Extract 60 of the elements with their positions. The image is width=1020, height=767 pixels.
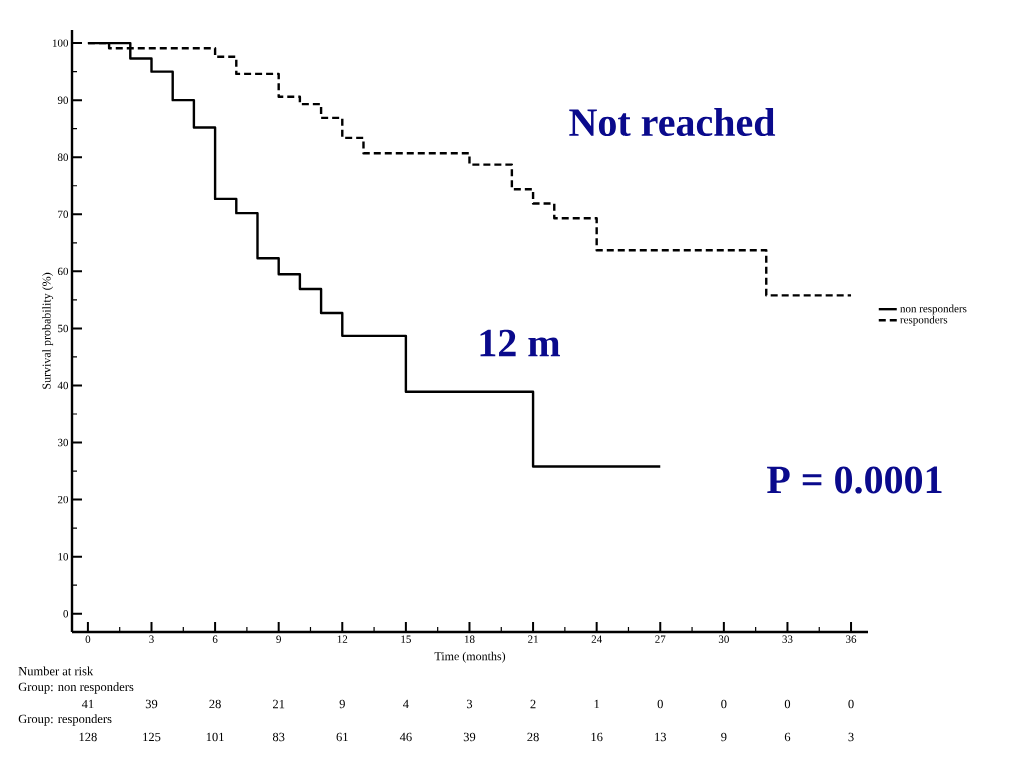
text: 39 bbox=[463, 732, 476, 742]
text: 125 bbox=[143, 732, 161, 742]
text: 9 bbox=[339, 699, 345, 709]
y-tick-label: 100 bbox=[52, 39, 69, 47]
text: 4 bbox=[403, 699, 409, 709]
y-tick-label: 30 bbox=[58, 438, 69, 447]
y-tick-label: 70 bbox=[58, 210, 69, 219]
y-tick-label: 40 bbox=[57, 381, 69, 390]
legend-label: non responders bbox=[900, 304, 967, 315]
text: Group: non responders bbox=[18, 682, 134, 694]
legend-label: responders bbox=[900, 315, 948, 326]
y-tick-label: 90 bbox=[57, 96, 69, 104]
text: 128 bbox=[79, 732, 97, 742]
y-tick-label: 80 bbox=[57, 153, 69, 161]
x-tick-label: 30 bbox=[718, 635, 729, 643]
x-tick-label: 0 bbox=[85, 635, 91, 643]
text: 83 bbox=[272, 732, 285, 742]
x-tick-label: 33 bbox=[782, 635, 793, 643]
annotation: Not reached bbox=[569, 107, 776, 137]
x-tick-label: 24 bbox=[591, 635, 602, 643]
text: 101 bbox=[206, 732, 224, 742]
x-tick-label: 6 bbox=[212, 635, 218, 643]
text: 3 bbox=[466, 699, 473, 709]
y-tick-label: 0 bbox=[63, 610, 69, 618]
annotation: 12 m bbox=[480, 329, 560, 357]
x-tick-label: 18 bbox=[464, 635, 475, 643]
text: 9 bbox=[721, 732, 727, 742]
x-tick-label: 21 bbox=[528, 635, 538, 643]
text: 16 bbox=[591, 732, 603, 742]
x-tick-label: 9 bbox=[276, 635, 281, 643]
text: 0 bbox=[721, 699, 727, 709]
y-axis-title: Survival probability (%) bbox=[42, 272, 54, 389]
x-tick-label: 27 bbox=[655, 635, 666, 643]
text: 6 bbox=[784, 732, 791, 742]
y-tick-label: 50 bbox=[58, 324, 69, 333]
x-tick-label: 12 bbox=[337, 635, 348, 643]
x-tick-label: 15 bbox=[401, 635, 411, 643]
text: 0 bbox=[657, 699, 663, 709]
text: 13 bbox=[655, 732, 667, 742]
x-axis-title: Time (months) bbox=[434, 651, 506, 663]
x-tick-label: 36 bbox=[846, 635, 857, 643]
text: 0 bbox=[848, 699, 854, 709]
text: 41 bbox=[81, 699, 94, 709]
text: 46 bbox=[399, 732, 412, 742]
y-tick-label: 10 bbox=[58, 552, 69, 561]
text: 1 bbox=[594, 699, 600, 709]
text: 2 bbox=[530, 699, 536, 709]
text: 28 bbox=[527, 732, 539, 742]
y-tick-label: 60 bbox=[57, 267, 69, 276]
text: 0 bbox=[784, 699, 791, 709]
text: 21 bbox=[272, 699, 285, 709]
text: 61 bbox=[336, 732, 348, 742]
text: 39 bbox=[145, 699, 158, 709]
x-tick-label: 3 bbox=[149, 635, 154, 643]
text: 28 bbox=[209, 699, 221, 709]
y-tick-label: 20 bbox=[57, 495, 69, 504]
text: Number at risk bbox=[18, 666, 94, 676]
text: 3 bbox=[848, 732, 854, 742]
text: Group: responders bbox=[18, 714, 112, 726]
annotation: P = 0.0001 bbox=[767, 466, 942, 494]
